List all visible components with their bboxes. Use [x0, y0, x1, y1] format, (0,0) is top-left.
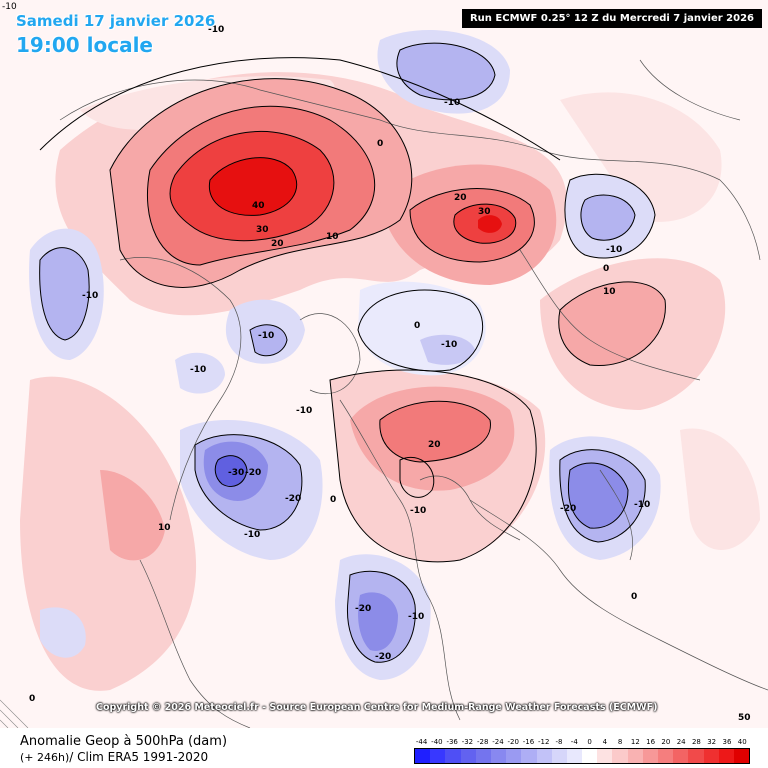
- scale-color-swatch: [460, 749, 476, 763]
- scale-color-swatch: [536, 749, 552, 763]
- scale-color-swatch: [415, 749, 431, 763]
- contour-label: -10: [410, 506, 426, 516]
- contour-labels: -10 -10 -10 -10 -10 -10 -10 -10 -10 -10 …: [29, 25, 650, 704]
- scale-color-swatch: [445, 749, 461, 763]
- legend-lead-time: (+ 246h): [20, 751, 70, 764]
- scale-color-swatch: [430, 749, 446, 763]
- negative-anomaly-regions: [29, 30, 661, 680]
- contour-label: -20: [285, 494, 301, 504]
- contour-label: 20: [428, 440, 441, 450]
- contour-label: 40: [252, 201, 265, 211]
- scale-color-swatch: [566, 749, 583, 763]
- contour-label: 20: [454, 193, 467, 203]
- contour-label: -10: [208, 25, 224, 35]
- coastlines: [59, 59, 768, 728]
- contour-label: 10: [158, 523, 171, 533]
- scale-color-swatch: [612, 749, 628, 763]
- contour-label: 20: [271, 239, 284, 249]
- scale-tick-label: 0: [587, 738, 592, 746]
- scale-tick-label: 24: [676, 738, 686, 746]
- run-info: Run ECMWF 0.25° 12 Z du Mercredi 7 janvi…: [462, 9, 762, 28]
- scale-color-swatch: [703, 749, 719, 763]
- scale-color-swatch: [597, 749, 613, 763]
- scale-tick-label: 40: [737, 738, 747, 746]
- scale-tick-label: -40: [431, 738, 443, 746]
- contour-label: -10: [606, 245, 622, 255]
- color-scale: -44 -40 -36 -32 -28 -24 -20 -16 -12 -8 -4 0 4 8 12 16 20…: [414, 738, 750, 764]
- scale-color-swatch: [490, 749, 507, 763]
- scale-color-swatch: [582, 749, 598, 763]
- scale-color-swatch: [475, 749, 491, 763]
- scale-color-swatch: [627, 749, 643, 763]
- contour-label: 0: [377, 139, 383, 149]
- contour-label: -10: [296, 406, 312, 416]
- legend-subtitle: (+ 246h)/ Clim ERA5 1991-2020: [20, 750, 208, 764]
- scale-tick-label: -8: [555, 738, 563, 746]
- color-scale-bar: [414, 748, 750, 764]
- scale-tick-label: 20: [661, 738, 671, 746]
- scale-tick-label: 36: [722, 738, 732, 746]
- contour-label: 10: [326, 232, 339, 242]
- contour-label: -10: [441, 340, 457, 350]
- contour-label: 10: [603, 287, 616, 297]
- scale-color-swatch: [642, 749, 658, 763]
- contour-label: 0: [29, 694, 35, 704]
- contour-label: -10: [258, 331, 274, 341]
- anomaly-map: -10 -10 -10 -10 -10 -10 -10 -10 -10 -10 …: [0, 25, 768, 728]
- contour-label: 30: [478, 207, 491, 217]
- scale-tick-label: 32: [707, 738, 717, 746]
- scale-tick-label: -36: [446, 738, 458, 746]
- contour-label: -30: [228, 468, 244, 478]
- scale-tick-label: -4: [570, 738, 578, 746]
- contour-label: -20: [245, 468, 261, 478]
- contour-label: -10: [190, 365, 206, 375]
- legend-climatology: / Clim ERA5 1991-2020: [69, 750, 209, 764]
- scale-tick-label: 16: [646, 738, 656, 746]
- contour-label: 0: [330, 495, 336, 505]
- legend-title: Anomalie Geop à 500hPa (dam): [20, 734, 228, 749]
- contour-label: -20: [355, 604, 371, 614]
- scale-color-swatch: [506, 749, 522, 763]
- contour-label: 0: [631, 592, 637, 602]
- scale-tick-label: 12: [630, 738, 640, 746]
- scale-color-swatch: [658, 749, 674, 763]
- scale-tick-label: -20: [507, 738, 519, 746]
- contour-label: -10: [444, 98, 460, 108]
- corner-label-top-left: -10: [2, 2, 17, 12]
- scale-tick-label: -24: [492, 738, 504, 746]
- contour-label: -20: [375, 652, 391, 662]
- contour-label: -20: [560, 504, 576, 514]
- forecast-local-time: 19:00 locale: [16, 33, 153, 57]
- scale-color-swatch: [718, 749, 734, 763]
- scale-color-swatch: [673, 749, 689, 763]
- scale-tick-label: 8: [617, 738, 623, 746]
- corner-label-bottom-right: 50: [738, 713, 751, 723]
- copyright-notice: Copyright © 2026 Meteociel.fr - Source E…: [96, 702, 658, 713]
- color-scale-ticks: -44 -40 -36 -32 -28 -24 -20 -16 -12 -8 -4 0 4 8 12 16 20…: [414, 738, 750, 748]
- scale-color-swatch: [733, 749, 750, 763]
- outside-domain-hatch: [0, 699, 29, 728]
- scale-color-swatch: [688, 749, 704, 763]
- scale-tick-label: 28: [691, 738, 701, 746]
- scale-tick-label: -12: [538, 738, 550, 746]
- contour-label: -10: [408, 612, 424, 622]
- scale-color-swatch: [551, 749, 567, 763]
- contour-label: 0: [414, 321, 420, 331]
- contour-label: 0: [603, 264, 609, 274]
- scale-tick-label: -32: [461, 738, 474, 746]
- forecast-date: Samedi 17 janvier 2026: [16, 12, 216, 30]
- scale-color-swatch: [521, 749, 537, 763]
- scale-tick-label: 4: [602, 738, 608, 746]
- contour-label: -10: [82, 291, 98, 301]
- contour-lines: [39, 42, 666, 663]
- contour-label: -10: [634, 500, 650, 510]
- scale-tick-label: -16: [522, 738, 535, 746]
- scale-tick-label: -44: [415, 738, 428, 746]
- contour-label: -10: [244, 530, 260, 540]
- contour-label: 30: [256, 225, 269, 235]
- scale-tick-label: -28: [476, 738, 489, 746]
